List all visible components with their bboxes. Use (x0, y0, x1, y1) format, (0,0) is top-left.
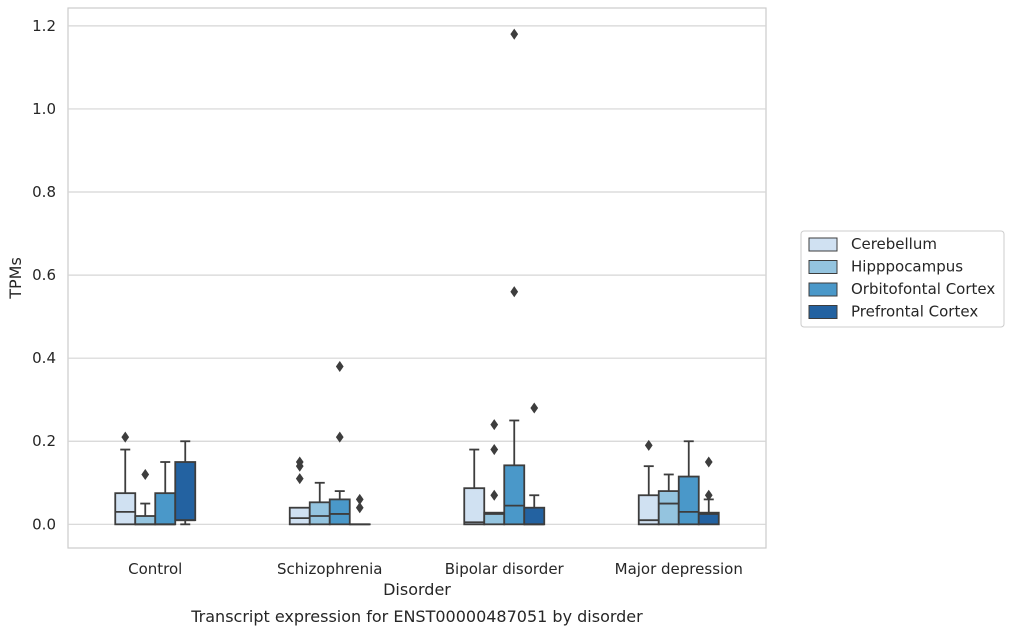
x-tick-label: Major depression (615, 560, 743, 578)
y-tick-label: 0.4 (32, 349, 56, 367)
outlier-point (335, 431, 344, 443)
box-rect (308, 501, 331, 526)
x-tick-label: Bipolar disorder (445, 560, 565, 578)
y-tick-label: 0.0 (32, 515, 56, 533)
box-rect (677, 475, 700, 526)
y-tick-label: 0.6 (32, 266, 56, 284)
legend-swatch (808, 305, 838, 319)
box-0-1 (134, 468, 157, 526)
outlier-point (510, 286, 519, 298)
y-tick-labels: 0.0 0.2 0.4 0.6 0.8 1.0 1.2 (32, 17, 56, 533)
outlier-point (704, 489, 713, 501)
y-tick-label: 1.2 (32, 17, 56, 35)
y-tick-label: 1.0 (32, 100, 56, 118)
box-rect (657, 490, 680, 526)
outlier-point (490, 444, 499, 456)
outlier-point (335, 360, 344, 373)
x-axis-label: Disorder (383, 580, 451, 599)
outlier-point (530, 402, 539, 414)
box-2-3 (523, 402, 546, 526)
outlier-point (510, 28, 519, 40)
plot-area (67, 7, 767, 549)
outlier-point (295, 473, 304, 485)
outlier-point (355, 493, 364, 505)
legend-swatch (808, 260, 838, 274)
box-rect (134, 515, 157, 526)
legend-frame (800, 230, 1005, 328)
outlier-point (121, 431, 130, 443)
outlier-point (490, 489, 499, 501)
box-rect (463, 487, 486, 526)
outlier-point (490, 419, 499, 431)
outlier-point (141, 468, 150, 481)
y-tick-label: 0.8 (32, 183, 56, 201)
box-1-2 (328, 360, 351, 526)
box-rect (114, 492, 137, 526)
y-tick-label: 0.2 (32, 432, 56, 450)
box-rect (154, 492, 177, 526)
y-axis-label: TPMs (6, 257, 25, 300)
legend-swatch (808, 282, 838, 297)
box-rect (697, 511, 720, 526)
box-series (114, 28, 720, 526)
box-rect (523, 506, 546, 526)
legend-label: Hipppocampus (851, 258, 963, 276)
outlier-point (644, 439, 653, 451)
box-2-2 (503, 28, 526, 526)
legend-label: Orbitofontal Cortex (851, 280, 995, 298)
box-1-3 (348, 493, 371, 526)
x-tick-label: Control (128, 560, 182, 578)
box-0-3 (174, 440, 197, 526)
box-3-0 (637, 439, 660, 526)
legend-label: Cerebellum (851, 235, 937, 253)
box-3-3 (697, 456, 720, 526)
box-rect (288, 506, 311, 526)
chart-caption: Transcript expression for ENST0000048705… (190, 607, 643, 626)
legend: Cerebellum Hipppocampus Orbitofontal Corte… (800, 230, 1005, 328)
box-2-0 (463, 448, 486, 526)
box-1-0 (288, 456, 311, 526)
box-rect (503, 464, 526, 526)
outlier-point (295, 456, 304, 468)
legend-swatch (808, 237, 838, 252)
x-tick-labels: Control Schizophrenia Bipolar disorder Majo… (128, 560, 743, 578)
box-2-1 (483, 419, 506, 526)
outlier-point (704, 456, 713, 468)
x-tick-label: Schizophrenia (277, 560, 382, 578)
box-rect (328, 498, 351, 526)
outlier-point (355, 502, 364, 514)
box-3-2 (677, 440, 700, 526)
box-rect (174, 461, 197, 522)
box-0-0 (114, 431, 137, 526)
legend-label: Prefrontal Cortex (851, 303, 978, 321)
